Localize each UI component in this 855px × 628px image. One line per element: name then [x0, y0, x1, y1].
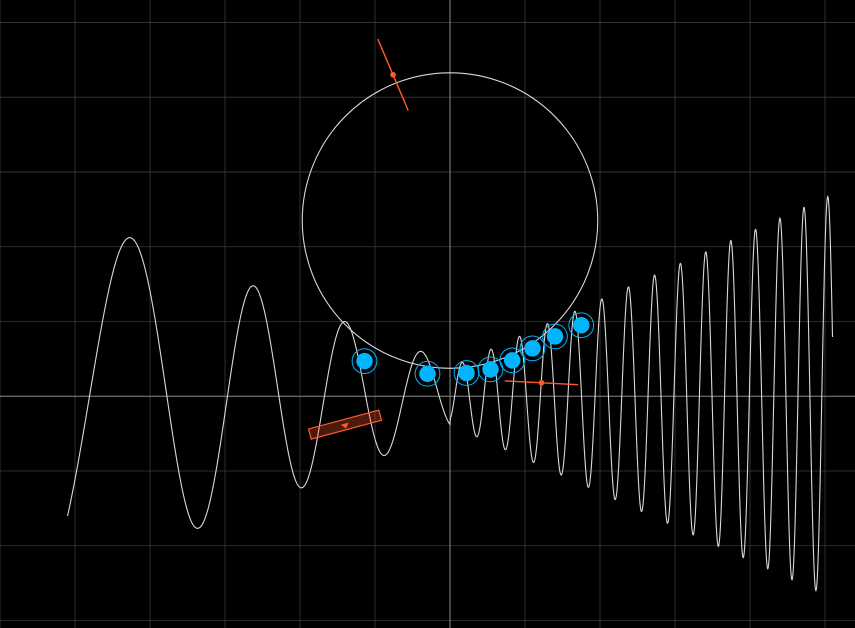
- ball-ring: [519, 335, 546, 362]
- ball-icon: [504, 352, 521, 369]
- ring-obstacle: [301, 72, 599, 369]
- tangent-point-icon: [390, 71, 396, 78]
- ball-ring: [568, 312, 595, 339]
- ball-ring: [414, 360, 441, 387]
- ball[interactable]: [477, 356, 504, 383]
- ball-icon: [482, 361, 499, 378]
- ball-icon: [356, 352, 373, 370]
- ball[interactable]: [542, 323, 568, 350]
- tangent-markers: [377, 38, 579, 386]
- wave-tangent-marker: [504, 379, 579, 386]
- ball-icon: [573, 316, 590, 334]
- circle-tangent-marker: [377, 38, 409, 111]
- ball-ring: [542, 323, 568, 350]
- sine-wave-curve: [66, 195, 834, 592]
- ball[interactable]: [519, 335, 546, 362]
- ball-ring: [499, 347, 526, 374]
- tangent-point-icon: [538, 379, 545, 386]
- ball-icon: [419, 365, 436, 383]
- ball[interactable]: [351, 348, 378, 374]
- ball-icon: [458, 364, 475, 382]
- ball-ring: [351, 348, 378, 374]
- ball-ring: [477, 356, 504, 383]
- ball-icon: [546, 328, 564, 345]
- paddle-group[interactable]: [307, 409, 383, 440]
- paddle-direction-icon: [340, 422, 349, 429]
- ball[interactable]: [414, 360, 441, 387]
- ball-group[interactable]: [351, 312, 595, 387]
- ball[interactable]: [568, 312, 595, 339]
- ball[interactable]: [499, 347, 526, 374]
- ball-icon: [524, 340, 541, 357]
- paddle[interactable]: [307, 409, 383, 440]
